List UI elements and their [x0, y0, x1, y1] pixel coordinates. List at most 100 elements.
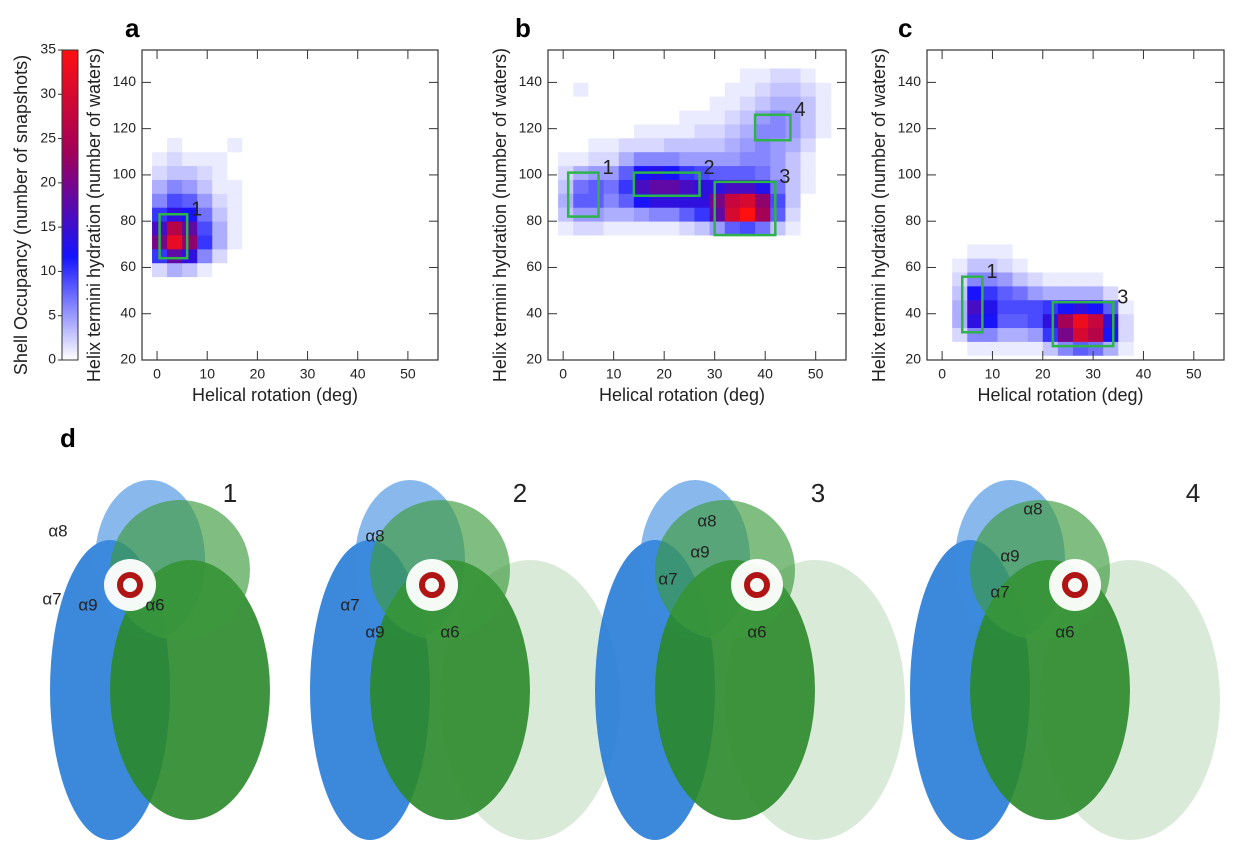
heat-cell [212, 137, 228, 153]
heat-cell [152, 262, 168, 278]
heat-cell [618, 193, 635, 208]
y-tick-label: 100 [113, 166, 137, 182]
heat-cell [558, 165, 574, 180]
heat-cell [785, 124, 801, 139]
colorbar-tick-label: 5 [48, 306, 56, 322]
heat-cell [664, 207, 680, 222]
heat-cell [724, 68, 741, 83]
heat-cell [664, 110, 680, 125]
heat-cell [982, 285, 998, 301]
heat-cell [800, 165, 817, 180]
heat-cell [724, 151, 741, 167]
x-axis-label: Helical rotation (deg) [192, 385, 358, 405]
heat-cell [167, 235, 183, 250]
heat-cell [227, 262, 243, 278]
heat-cell [770, 193, 786, 208]
heat-cell [709, 207, 726, 222]
heat-cell [709, 193, 726, 208]
heat-cell [982, 258, 998, 273]
heat-cell [1118, 285, 1134, 301]
heat-cell [573, 137, 589, 153]
x-tick-label: 30 [1085, 366, 1101, 382]
protein-structure: 1 α8 α7 α9 α6 [42, 478, 270, 840]
heat-cell [815, 221, 832, 236]
heat-cell [182, 179, 198, 194]
heat-cell [709, 124, 726, 139]
heat-cell [649, 179, 665, 194]
region-box [566, 171, 600, 218]
red-helix [117, 572, 143, 598]
heat-cell [618, 165, 635, 180]
heat-cell [1088, 341, 1104, 356]
plot-frame [547, 49, 847, 361]
helix-label: α8 [697, 511, 716, 530]
heat-cell [588, 151, 604, 167]
heat-cell [709, 165, 726, 180]
heat-cell [755, 151, 771, 167]
heat-cell [800, 82, 817, 97]
heat-cell [785, 221, 801, 236]
heat-cell [588, 207, 604, 222]
heat-cell [618, 137, 635, 153]
region-label: 4 [794, 99, 805, 121]
heat-cell [152, 193, 168, 208]
heat-cell [573, 207, 589, 222]
heat-cell [755, 221, 771, 236]
heat-cell [982, 327, 998, 342]
structure-number: 3 [811, 478, 825, 508]
heat-cell [603, 221, 620, 236]
panel-letter: c [898, 13, 912, 43]
heat-cell [603, 82, 620, 97]
heat-cell [1118, 313, 1134, 329]
heat-cell [1088, 244, 1104, 259]
y-tick-label: 20 [120, 351, 136, 367]
heat-cell [709, 96, 726, 111]
heat-cell [967, 299, 983, 315]
heat-cell [227, 207, 243, 222]
heat-cell [982, 341, 998, 356]
heat-cell [573, 96, 589, 111]
heat-cell [664, 179, 680, 194]
heat-cell [1118, 244, 1134, 259]
heat-cell [1042, 272, 1059, 287]
heat-cell [1057, 285, 1074, 301]
heat-cell [1103, 313, 1119, 329]
y-tick-label: 140 [519, 73, 543, 89]
y-axis-label: Helix termini hydration (number of water… [869, 48, 889, 382]
helix-label: α6 [440, 622, 459, 641]
heat-cell [679, 151, 695, 167]
region-box [753, 113, 792, 142]
heat-cell [739, 207, 756, 222]
heat-cell [1057, 313, 1074, 329]
panel-letter: b [515, 13, 531, 43]
heat-cell [1118, 258, 1134, 273]
x-tick-label: 40 [350, 366, 366, 382]
heat-cell [1118, 327, 1134, 342]
heat-cell [558, 124, 574, 139]
heat-cell [679, 124, 695, 139]
heat-cell [997, 272, 1013, 287]
y-tick-label: 40 [120, 304, 136, 320]
heat-cell [227, 137, 243, 153]
heat-cell [588, 96, 604, 111]
y-tick-label: 120 [898, 119, 922, 135]
heat-cell [800, 124, 817, 139]
heat-cell [1072, 313, 1089, 329]
y-tick-label: 60 [526, 258, 542, 274]
heat-cell [770, 124, 786, 139]
heat-cell [603, 110, 620, 125]
heat-cell [603, 124, 620, 139]
heat-cell [967, 258, 983, 273]
heat-cell [679, 110, 695, 125]
heat-cell [815, 82, 832, 97]
heat-cell [679, 179, 695, 194]
plot-frame [141, 49, 439, 361]
red-helix [419, 572, 445, 598]
protein-structure: 2 α8 α7 α9 α6 [310, 478, 620, 840]
heat-cell [603, 151, 620, 167]
heat-cell [603, 96, 620, 111]
heat-cell [724, 221, 741, 236]
heat-cell [1088, 299, 1104, 315]
y-tick-label: 80 [905, 212, 921, 228]
heat-cell [800, 151, 817, 167]
